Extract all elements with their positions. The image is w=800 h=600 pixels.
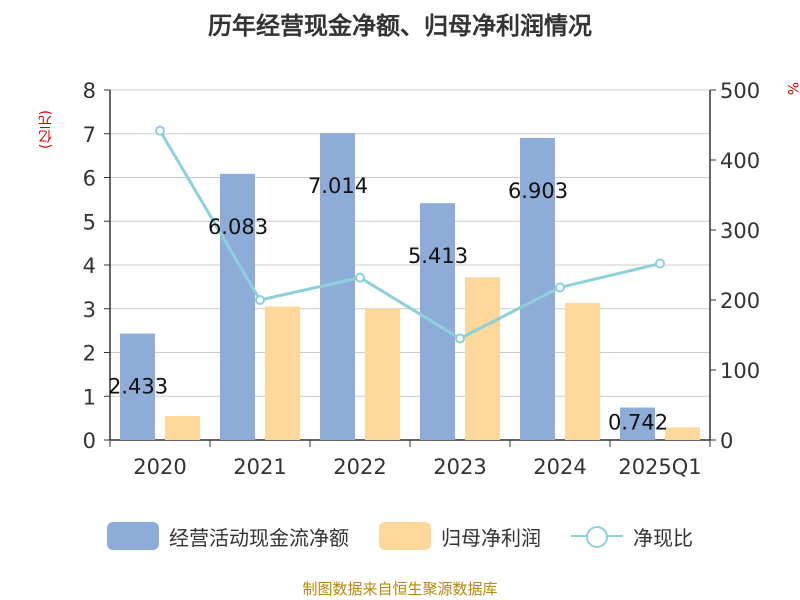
point-ratio <box>155 125 165 136</box>
x-tick-label: 2024 <box>533 455 586 479</box>
legend-item-net-profit[interactable]: 归母净利润 <box>379 522 541 551</box>
data-label-cash-flow: 6.083 <box>208 215 268 239</box>
data-label-cash-flow: 7.014 <box>308 174 368 198</box>
source-note: 制图数据来自恒生聚源数据库 <box>302 580 498 598</box>
x-tick-label: 2025Q1 <box>618 455 701 479</box>
y-left-tick-label: 7 <box>83 123 96 147</box>
bar-cash-flow <box>620 407 655 440</box>
bar-net-profit <box>465 277 500 440</box>
data-label-cash-flow: 2.433 <box>108 375 168 399</box>
y-right-tick-label: 0 <box>720 429 733 453</box>
chart-title: 历年经营现金净额、归母净利润情况 <box>208 12 592 40</box>
data-label-cash-flow: 5.413 <box>408 244 468 268</box>
bar-net-profit <box>665 427 700 440</box>
legend: 经营活动现金流净额 归母净利润 净现比 <box>0 518 800 554</box>
y-right-tick-label: 500 <box>720 79 760 103</box>
point-ratio <box>255 295 265 305</box>
bar-cash-flow <box>220 173 255 440</box>
y-right-unit: % <box>784 82 800 96</box>
data-label-cash-flow: 0.742 <box>608 411 668 435</box>
legend-label-cash-flow: 经营活动现金流净额 <box>169 525 349 550</box>
y-left-tick-label: 3 <box>83 298 96 322</box>
legend-swatch-ratio <box>571 522 623 550</box>
y-left-tick-label: 6 <box>83 167 96 191</box>
legend-swatch-cash-flow <box>107 522 159 550</box>
bar-cash-flow <box>120 333 155 440</box>
point-ratio <box>655 258 665 269</box>
legend-item-ratio[interactable]: 净现比 <box>571 522 693 551</box>
bar-net-profit <box>165 415 200 440</box>
point-ratio <box>355 272 365 283</box>
bar-net-profit <box>365 308 400 440</box>
data-label-cash-flow: 6.903 <box>508 179 568 203</box>
legend-swatch-net-profit <box>379 522 431 550</box>
y-left-tick-label: 5 <box>83 210 96 234</box>
y-left-tick-label: 4 <box>83 254 96 278</box>
bar-cash-flow <box>520 137 555 440</box>
y-right-tick-label: 100 <box>720 359 760 383</box>
y-left-tick-label: 0 <box>83 429 96 453</box>
point-ratio <box>455 333 465 344</box>
bar-net-profit <box>265 306 300 440</box>
legend-label-net-profit: 归母净利润 <box>441 525 541 550</box>
x-tick-label: 2023 <box>433 455 486 479</box>
point-ratio <box>555 282 565 293</box>
bar-cash-flow <box>420 203 455 440</box>
y-left-tick-label: 8 <box>83 79 96 103</box>
y-right-tick-label: 200 <box>720 289 760 313</box>
x-tick-label: 2021 <box>233 455 286 479</box>
line-ratio <box>158 129 661 341</box>
legend-item-cash-flow[interactable]: 经营活动现金流净额 <box>107 522 349 551</box>
x-tick-label: 2020 <box>133 455 186 479</box>
y-left-tick-label: 1 <box>83 385 96 409</box>
y-left-tick-label: 2 <box>83 342 96 366</box>
y-right-tick-label: 400 <box>720 149 760 173</box>
bar-net-profit <box>565 303 600 440</box>
x-tick-label: 2022 <box>333 455 386 479</box>
y-right-tick-label: 300 <box>720 219 760 243</box>
legend-label-ratio: 净现比 <box>633 525 693 550</box>
